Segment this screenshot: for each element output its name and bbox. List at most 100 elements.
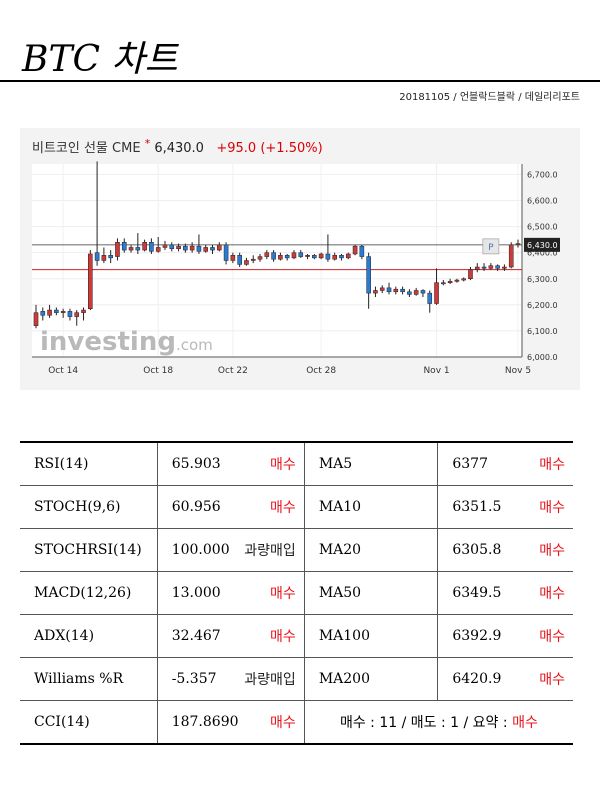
y-tick-label: 6,400.0 <box>527 249 558 258</box>
x-tick-label: Oct 14 <box>48 366 78 376</box>
signal-badge: 매수 <box>270 457 296 473</box>
candlestick-chart: 6,700.0 6,600.0 6,500.0 6,400.0 6,300.0 6,200… <box>32 161 560 376</box>
candle-body <box>461 278 466 281</box>
candle-body <box>135 247 141 251</box>
y-tick-label: 6,600.0 <box>527 197 558 206</box>
indicator-value: 65.903 매수 <box>157 441 305 486</box>
candle-body <box>400 288 405 293</box>
candle-body <box>454 279 460 282</box>
candle-body <box>183 245 188 251</box>
chart-header: 비트코인 선물 CME * 6,430.0 +95.0 (+1.50%) <box>32 137 323 156</box>
ma-value: 6351.5 매수 <box>437 485 573 529</box>
signal-badge: 매수 <box>270 586 296 602</box>
indicator-name: MACD(12,26) <box>20 571 158 615</box>
candle-body <box>515 243 521 246</box>
instrument-name: 비트코인 선물 CME <box>32 141 141 156</box>
ma-value-text: 6349.5 <box>452 585 502 601</box>
delayed-marker: * <box>144 137 151 150</box>
indicator-value: -5.357 과량매입 <box>157 657 305 701</box>
watermark-main: investing <box>40 327 176 357</box>
candle-body <box>108 255 113 259</box>
price-change: +95.0 (+1.50%) <box>216 141 323 156</box>
ma-value: 6349.5 매수 <box>437 571 573 615</box>
candle-body <box>468 269 473 280</box>
candle-body <box>393 288 399 293</box>
x-tick-label: Oct 18 <box>143 366 173 376</box>
candle-body <box>495 265 500 269</box>
candle-body <box>217 244 222 251</box>
signal-badge: 매수 <box>270 629 296 645</box>
candle-body <box>40 311 46 316</box>
indicator-value: 187.8690 매수 <box>157 700 305 745</box>
ma-value-text: 6377 <box>452 456 488 472</box>
signal-badge: 과량매입 <box>244 672 296 688</box>
ma-name: MA50 <box>304 571 439 615</box>
indicator-name: RSI(14) <box>20 441 158 486</box>
page-title: BTC 차트 <box>22 39 178 80</box>
x-tick-label: Nov 1 <box>423 366 449 376</box>
indicator-name: CCI(14) <box>20 700 158 745</box>
candle-body <box>345 253 351 259</box>
summary-cell: 매수 : 11 / 매도 : 1 / 요약 : 매수 <box>304 700 573 745</box>
indicator-name: STOCH(9,6) <box>20 485 158 529</box>
indicator-value-text: 32.467 <box>171 628 221 644</box>
x-tick-label: Oct 22 <box>218 366 248 376</box>
candle-body <box>223 244 229 261</box>
candle-body <box>169 244 175 250</box>
candle-body <box>54 309 59 313</box>
candle-body <box>244 260 249 265</box>
candle-body <box>481 266 487 269</box>
candle-body <box>203 247 209 252</box>
indicator-value: 32.467 매수 <box>157 614 305 658</box>
indicator-value-text: -5.357 <box>171 671 217 687</box>
candle-body <box>115 241 120 257</box>
candle-body <box>142 241 147 251</box>
candle-body <box>162 244 168 248</box>
signal-badge: 매수 <box>539 457 565 473</box>
candle-body <box>488 265 494 269</box>
candle-body <box>94 252 100 261</box>
candle-body <box>88 253 93 309</box>
watermark-suffix: .com <box>176 336 213 354</box>
signal-badge: 매수 <box>539 629 565 645</box>
candle-body <box>366 256 371 294</box>
x-tick-label: Nov 5 <box>505 366 531 376</box>
candle-body <box>332 255 337 260</box>
candle-body <box>434 282 439 304</box>
candle-body <box>74 312 80 317</box>
y-tick-label: 6,300.0 <box>527 275 558 284</box>
candle-body <box>441 282 446 285</box>
candle-body <box>305 255 310 257</box>
candle-body <box>284 255 290 259</box>
candle-body <box>121 241 127 251</box>
candle-body <box>352 245 358 255</box>
candle-body <box>81 309 86 313</box>
candle-body <box>271 252 276 260</box>
y-tick-label: 6,500.0 <box>527 223 558 232</box>
signal-badge: 매수 <box>270 500 296 516</box>
signal-badge: 매수 <box>539 500 565 516</box>
indicator-value-text: 60.956 <box>171 499 221 515</box>
ma-value: 6377 매수 <box>437 441 573 486</box>
indicator-value-text: 13.000 <box>171 585 221 601</box>
indicator-value: 100.000 과량매입 <box>157 528 305 572</box>
candle-body <box>128 247 134 251</box>
indicator-row: STOCHRSI(14) 100.000 과량매입 MA20 6305.8 매수 <box>20 528 573 572</box>
current-price-tag-label: 6,430.0 <box>527 241 558 250</box>
candle-body <box>474 266 480 270</box>
candle-body <box>325 253 331 260</box>
y-tick-label: 6,000.0 <box>527 353 558 362</box>
indicator-value-text: 65.903 <box>171 456 221 472</box>
candle-body <box>291 252 297 259</box>
indicator-row: STOCH(9,6) 60.956 매수 MA10 6351.5 매수 <box>20 485 573 529</box>
indicator-value-text: 100.000 <box>171 542 230 558</box>
candle-body <box>312 255 317 259</box>
ma-value-text: 6305.8 <box>452 542 502 558</box>
indicator-row: MACD(12,26) 13.000 매수 MA50 6349.5 매수 <box>20 571 573 615</box>
signal-badge: 매수 <box>270 715 296 731</box>
indicator-row: ADX(14) 32.467 매수 MA100 6392.9 매수 <box>20 614 573 658</box>
candle-body <box>155 247 161 252</box>
indicator-table: RSI(14) 65.903 매수 MA5 6377 매수 STOCH(9,6) 60.956… <box>20 441 573 745</box>
ma-value: 6420.9 매수 <box>437 657 573 701</box>
indicator-value-text: 187.8690 <box>171 714 239 730</box>
